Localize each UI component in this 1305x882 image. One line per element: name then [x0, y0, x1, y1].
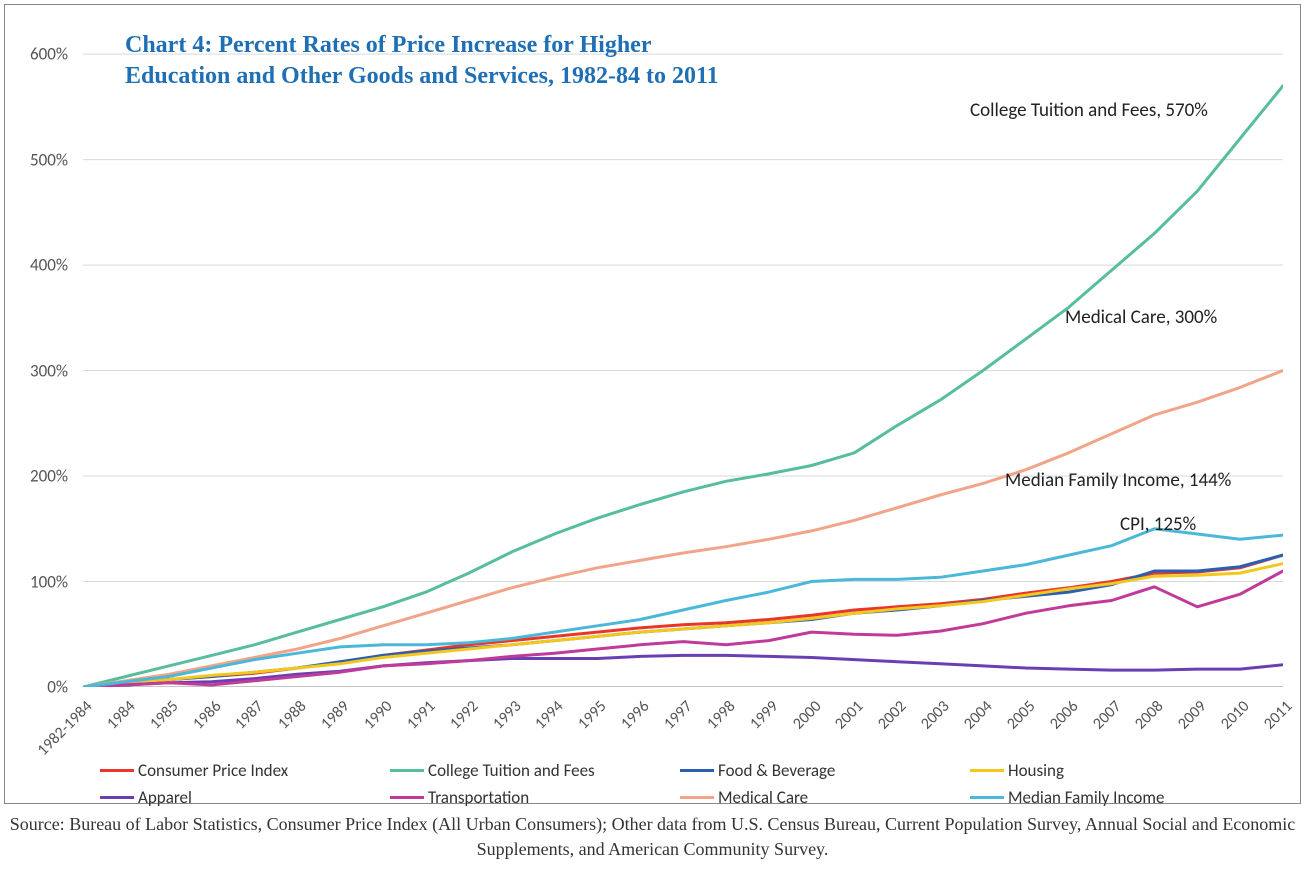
y-tick-label: 400%: [8, 255, 68, 276]
x-tick-label: 1994: [531, 697, 567, 733]
x-tick-label: 1995: [574, 697, 610, 733]
y-tick-label: 500%: [8, 149, 68, 170]
legend-item: Consumer Price Index: [100, 760, 390, 781]
x-tick-label: 2006: [1046, 697, 1082, 733]
source-note: Source: Bureau of Labor Statistics, Cons…: [0, 812, 1305, 862]
legend-swatch: [100, 769, 134, 772]
x-tick-label: 1999: [746, 697, 782, 733]
legend-item: Housing: [970, 760, 1260, 781]
series-end-label: CPI, 125%: [1120, 513, 1196, 536]
y-tick-label: 600%: [8, 44, 68, 65]
legend-label: Apparel: [138, 787, 192, 808]
chart-title: Chart 4: Percent Rates of Price Increase…: [125, 30, 745, 92]
legend-item: Food & Beverage: [680, 760, 970, 781]
x-tick-label: 1989: [317, 697, 353, 733]
y-tick-label: 300%: [8, 360, 68, 381]
x-tick-label: 1991: [403, 697, 439, 733]
x-tick-label: 1998: [703, 697, 739, 733]
x-tick-label: 2008: [1131, 697, 1167, 733]
x-tick-label: 1990: [360, 697, 396, 733]
legend-swatch: [390, 769, 424, 772]
legend-label: Consumer Price Index: [138, 760, 288, 781]
legend-item: Transportation: [390, 787, 680, 808]
y-tick-label: 200%: [8, 466, 68, 487]
legend-swatch: [970, 796, 1004, 799]
x-tick-label: 2001: [831, 697, 867, 733]
legend-swatch: [680, 796, 714, 799]
x-tick-label: 2004: [960, 697, 996, 733]
x-tick-label: 1996: [617, 697, 653, 733]
legend: Consumer Price Index College Tuition and …: [100, 760, 1280, 814]
legend-item: College Tuition and Fees: [390, 760, 680, 781]
plot-area: [83, 33, 1283, 687]
series-line: [83, 555, 1283, 687]
legend-item: Apparel: [100, 787, 390, 808]
chart-container: Chart 4: Percent Rates of Price Increase…: [4, 4, 1301, 804]
legend-swatch: [100, 796, 134, 799]
legend-label: Transportation: [428, 787, 529, 808]
y-tick-label: 100%: [8, 571, 68, 592]
x-tick-label: 1987: [231, 697, 267, 733]
x-tick-label: 2003: [917, 697, 953, 733]
legend-item: Medical Care: [680, 787, 970, 808]
legend-label: Medical Care: [718, 787, 808, 808]
x-tick-label: 2009: [1174, 697, 1210, 733]
series-end-label: Medical Care, 300%: [1065, 306, 1217, 329]
x-tick-label: 2002: [874, 697, 910, 733]
x-tick-label: 1984: [103, 697, 139, 733]
x-tick-label: 1988: [274, 697, 310, 733]
legend-swatch: [970, 769, 1004, 772]
x-tick-label: 2007: [1089, 697, 1125, 733]
line-chart-svg: [83, 33, 1283, 687]
series-line: [83, 86, 1283, 687]
x-tick-label: 2005: [1003, 697, 1039, 733]
legend-label: Housing: [1008, 760, 1064, 781]
x-tick-label: 1985: [146, 697, 182, 733]
legend-swatch: [390, 796, 424, 799]
legend-swatch: [680, 769, 714, 772]
x-tick-label: 2010: [1217, 697, 1253, 733]
x-tick-label: 2000: [789, 697, 825, 733]
x-tick-label: 1993: [489, 697, 525, 733]
series-end-label: College Tuition and Fees, 570%: [970, 99, 1208, 122]
series-line: [83, 555, 1283, 687]
series-line: [83, 371, 1283, 688]
x-tick-label: 1982-1984: [34, 697, 97, 760]
legend-label: Food & Beverage: [718, 760, 835, 781]
legend-label: Median Family Income: [1008, 787, 1164, 808]
x-tick-label: 2011: [1260, 697, 1296, 733]
y-tick-label: 0%: [8, 677, 68, 698]
legend-label: College Tuition and Fees: [428, 760, 595, 781]
series-end-label: Median Family Income, 144%: [1005, 469, 1231, 492]
x-tick-label: 1986: [189, 697, 225, 733]
x-tick-label: 1992: [446, 697, 482, 733]
x-tick-label: 1997: [660, 697, 696, 733]
legend-item: Median Family Income: [970, 787, 1260, 808]
